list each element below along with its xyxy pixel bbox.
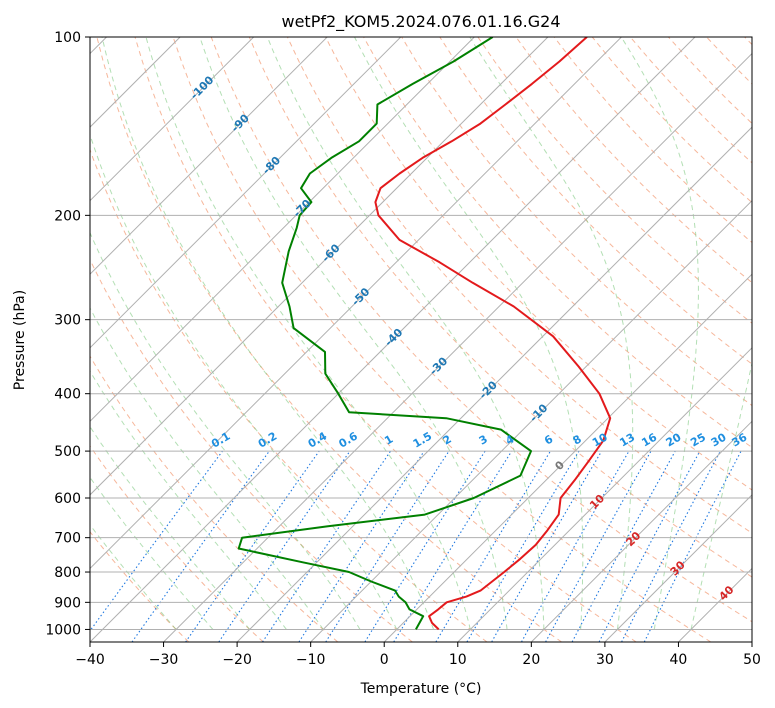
dry-adiabat-line	[90, 355, 339, 642]
isotherm-line	[310, 199, 752, 642]
moist-adiabats	[90, 37, 752, 630]
y-tick-label: 800	[54, 565, 81, 581]
mixing-ratio-line	[131, 450, 270, 642]
moist-adiabat-line	[469, 37, 634, 630]
dry-adiabat-line	[515, 37, 752, 284]
mixing-ratio-line	[185, 450, 320, 642]
dry-adiabat-line	[96, 37, 562, 642]
isotherm-line	[90, 37, 475, 423]
moist-adiabat-line	[199, 37, 508, 630]
x-tick-label: −40	[75, 652, 105, 668]
moist-adiabat-line	[90, 370, 287, 630]
mixing-ratio-line	[643, 450, 742, 642]
isotherm-line	[90, 37, 328, 275]
x-axis-title: Temperature (°C)	[360, 681, 482, 697]
dry-adiabat-line	[90, 148, 488, 642]
plot-frame	[89, 36, 753, 643]
x-tick-label: 10	[449, 652, 467, 668]
isotherm-line	[90, 37, 622, 570]
y-tick-label: 500	[54, 444, 81, 460]
isotherm-line	[530, 420, 752, 642]
mixing-ratio-line	[521, 450, 630, 642]
x-tick-label: 30	[596, 652, 614, 668]
dry-adiabat-line	[90, 445, 264, 642]
moist-adiabat-line	[90, 476, 214, 630]
isotherm-gridlines	[90, 37, 752, 642]
y-tick-label: 200	[54, 208, 81, 224]
mixing-ratio-lines	[90, 450, 742, 642]
temperature-profile-line	[374, 37, 612, 631]
chart-title: wetPf2_KOM5.2024.076.01.16.G24	[281, 12, 560, 32]
mixing-ratio-line	[90, 450, 223, 632]
x-tick-label: −10	[296, 652, 326, 668]
isotherm-line	[90, 37, 696, 642]
moist-adiabat-line	[266, 37, 545, 630]
dry-adiabat-line	[248, 37, 752, 578]
y-axis-title: Pressure (hPa)	[12, 290, 28, 390]
mixing-ratio-line	[545, 450, 652, 642]
moist-adiabat-line	[90, 231, 361, 630]
x-tick-label: 50	[743, 652, 761, 668]
isobar-gridlines	[90, 37, 752, 630]
dry-adiabat-line	[439, 37, 752, 365]
mixing-ratio-line	[262, 450, 391, 642]
moist-adiabat-line	[101, 37, 435, 630]
moist-adiabat-line	[90, 133, 398, 630]
y-tick-label: 700	[54, 531, 81, 547]
y-axis-ticks: 100 200 300 400 500 600 700 800 900 1000	[45, 30, 90, 638]
isotherm-line	[90, 37, 255, 202]
mixing-ratio-line	[218, 450, 351, 642]
moist-adiabat-line	[690, 360, 752, 630]
isotherm-line	[383, 273, 752, 642]
x-tick-label: 0	[380, 652, 389, 668]
dewpoint-profile-line	[237, 37, 532, 630]
mixing-ratio-line	[393, 450, 513, 642]
y-tick-label: 900	[54, 595, 81, 611]
x-tick-label: 40	[670, 652, 688, 668]
dry-adiabat-line	[210, 37, 752, 623]
dry-adiabat-line	[134, 37, 637, 642]
dry-adiabat-line	[401, 37, 752, 407]
y-tick-label: 300	[54, 313, 81, 329]
x-tick-label: 20	[522, 652, 540, 668]
isotherm-line	[90, 37, 549, 496]
isotherm-line	[90, 37, 402, 349]
isotherm-line	[163, 52, 752, 642]
dry-adiabat-line	[90, 531, 190, 642]
isotherm-line	[236, 126, 752, 642]
moist-adiabat-line	[620, 37, 699, 630]
y-tick-label: 1000	[45, 622, 81, 638]
x-tick-label: −20	[222, 652, 252, 668]
isotherm-line	[457, 347, 752, 642]
x-axis-ticks: −40 −30 −20 −10 0 10 20 30 40 50	[75, 642, 761, 668]
moist-adiabat-line	[90, 524, 177, 630]
mixing-ratio-line	[325, 450, 450, 642]
mixing-ratio-line	[571, 450, 676, 642]
x-tick-label: −30	[149, 652, 179, 668]
y-tick-label: 400	[54, 387, 81, 403]
y-tick-label: 600	[54, 491, 81, 507]
isotherm-line	[604, 494, 752, 642]
profile-series	[237, 37, 612, 631]
moist-adiabat-line	[90, 425, 251, 630]
mixing-ratio-line	[298, 450, 425, 642]
y-tick-label: 100	[54, 30, 81, 46]
